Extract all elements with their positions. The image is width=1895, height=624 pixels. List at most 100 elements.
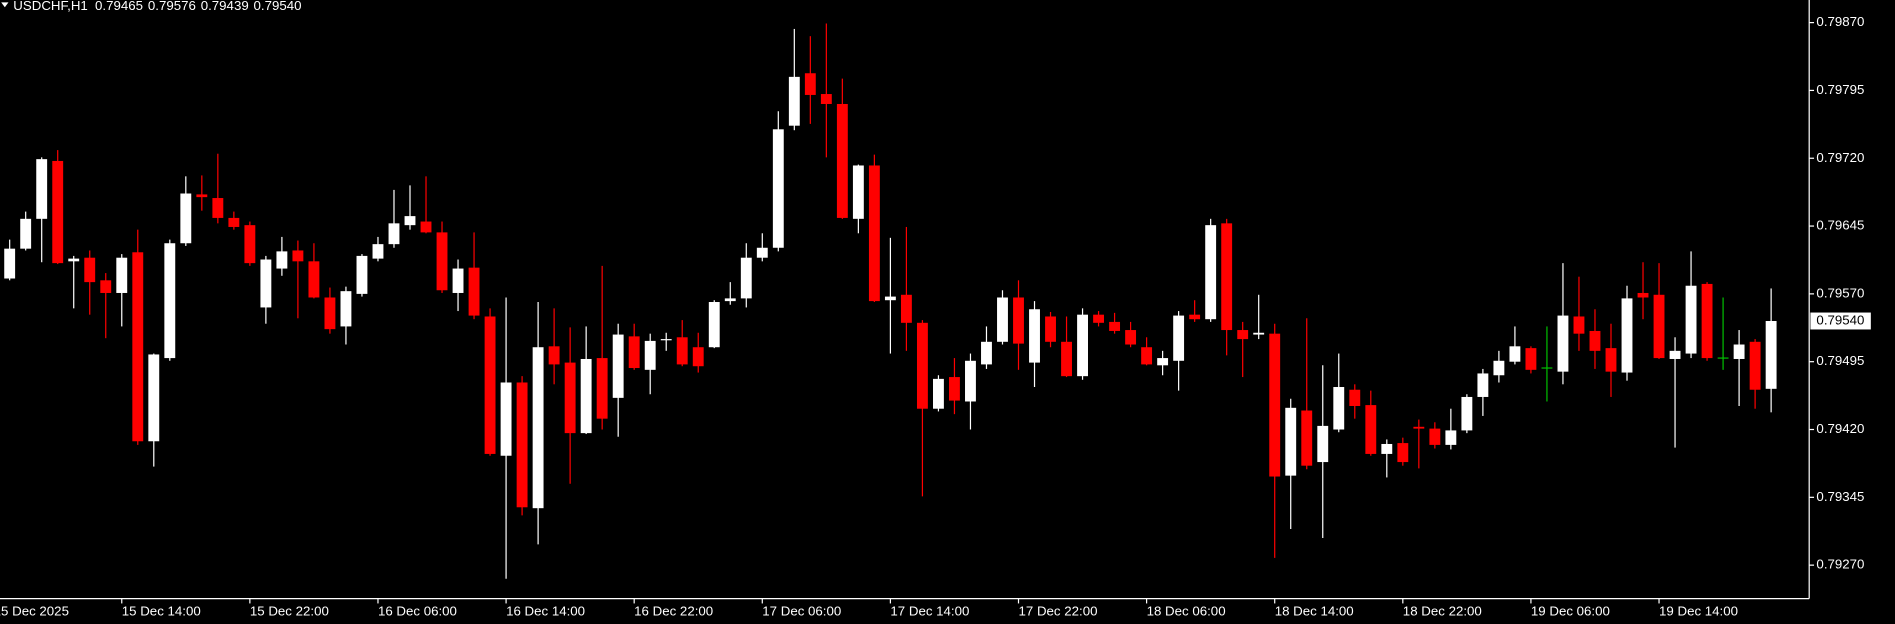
candle-body [1621, 298, 1633, 373]
candle-body [52, 160, 64, 264]
candle-body [564, 362, 576, 434]
candle-body [516, 382, 528, 508]
low-value: 0.79439 [201, 0, 249, 13]
x-tick-label: 18 Dec 14:00 [1275, 603, 1354, 618]
header: USDCHF,H1 0.79465 0.79576 0.79439 0.79540 [13, 0, 301, 13]
candle-body [1237, 330, 1249, 340]
x-tick-label: 18 Dec 06:00 [1147, 603, 1226, 618]
close-value: 0.79540 [254, 0, 302, 13]
y-tick-label: 0.79270 [1816, 557, 1864, 572]
candle-body [965, 360, 976, 402]
candle-body [660, 339, 672, 341]
candle-body [852, 165, 864, 219]
candle-body [1349, 389, 1361, 407]
candle-body [804, 73, 816, 95]
candle-body [36, 159, 48, 219]
x-tick-label: 17 Dec 22:00 [1019, 603, 1098, 618]
candle-body [1269, 333, 1281, 477]
candle-body [1077, 314, 1088, 377]
candle-body [724, 298, 736, 302]
x-tick-label: 18 Dec 22:00 [1403, 603, 1482, 618]
x-tick-label: 19 Dec 14:00 [1659, 603, 1738, 618]
candle-body [1205, 225, 1217, 320]
candle-body [404, 216, 416, 226]
candle-body [372, 244, 384, 259]
x-tick-label: 17 Dec 06:00 [762, 603, 841, 618]
candle-body [1221, 223, 1233, 331]
candle-body [628, 336, 640, 369]
candle-body [884, 296, 896, 301]
candle-body [1173, 315, 1185, 361]
y-tick-label: 0.79420 [1816, 421, 1864, 436]
candle-body [1733, 344, 1745, 359]
candle-body [340, 291, 352, 327]
candle-body [676, 337, 688, 365]
candle-body [1109, 321, 1121, 331]
x-tick-label: 16 Dec 06:00 [378, 603, 457, 618]
x-tick-label: 15 Dec 14:00 [122, 603, 201, 618]
price-tag-label: 0.79540 [1816, 313, 1864, 328]
candle-body [1413, 426, 1425, 429]
candle-body [1093, 314, 1105, 323]
candle-body [949, 377, 960, 401]
candle-body [148, 354, 160, 442]
candle-body [836, 103, 848, 218]
candle-body [1301, 410, 1313, 466]
candle-body [116, 257, 128, 293]
y-tick-label: 0.79495 [1816, 353, 1864, 368]
price-tag [1810, 312, 1871, 330]
candle-body [1557, 315, 1569, 372]
y-tick-label: 0.79645 [1816, 218, 1864, 233]
collapse-arrow[interactable] [1, 2, 9, 8]
candle-body [756, 247, 768, 258]
candle-body [708, 302, 720, 348]
candle-body [292, 250, 304, 262]
x-tick-label: 16 Dec 14:00 [506, 603, 585, 618]
candle-body [1061, 341, 1072, 377]
candle-body [20, 218, 32, 249]
candle-body [612, 334, 624, 398]
candle-body [212, 198, 224, 218]
candle-body [164, 243, 176, 359]
candle-body [228, 217, 240, 227]
candle-body [68, 258, 80, 262]
candle-body [84, 257, 96, 283]
candle-body [1525, 348, 1537, 370]
candle-body [1573, 316, 1585, 334]
candle-body [1589, 330, 1601, 351]
candle-body [100, 280, 112, 293]
candle-body [596, 358, 608, 419]
candle-body [1509, 346, 1521, 362]
candle-body [276, 251, 288, 269]
candle-body [1397, 443, 1409, 463]
candle-body [981, 341, 992, 365]
candle-body [1701, 283, 1713, 359]
candle-body [1477, 373, 1489, 397]
x-tick-label: 15 Dec 2025 [0, 603, 69, 618]
x-tick-label: 15 Dec 22:00 [250, 603, 329, 618]
candle-body [1365, 405, 1377, 454]
candle-body [244, 225, 256, 264]
high-value: 0.79576 [148, 0, 196, 13]
x-tick-label: 19 Dec 06:00 [1531, 603, 1610, 618]
candle-body [308, 261, 320, 298]
candle-body [1013, 297, 1024, 344]
candle-body [772, 129, 784, 248]
candle-body [1653, 294, 1665, 359]
candle-body [548, 346, 560, 365]
candle-body [1669, 350, 1681, 359]
candle-body [644, 340, 656, 370]
open-value: 0.79465 [95, 0, 143, 13]
candle-body [1429, 428, 1441, 445]
symbol: USDCHF,H1 [13, 0, 88, 13]
candle-body [180, 193, 192, 244]
candle-body [356, 255, 368, 294]
candle-body [324, 297, 336, 330]
candle-body [4, 248, 16, 279]
candle-body [1045, 316, 1056, 342]
candle-body [1141, 347, 1153, 365]
candle-body [132, 252, 144, 442]
candle-body [1493, 360, 1505, 376]
